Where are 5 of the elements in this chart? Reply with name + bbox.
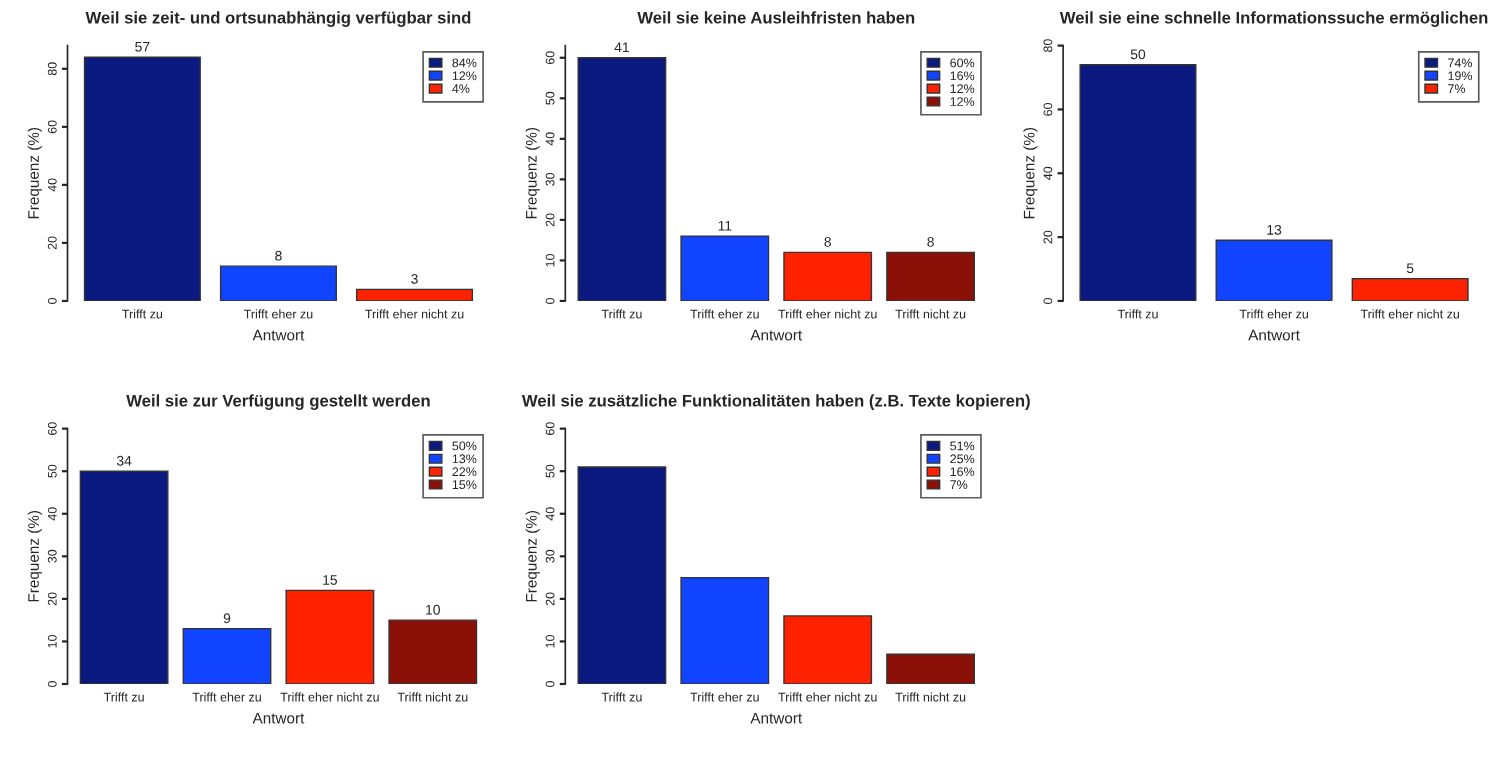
chart-title: Weil sie zur Verfügung gestellt werden <box>126 394 430 410</box>
chart-title: Weil sie keine Ausleihfristen haben <box>637 11 915 24</box>
chart-title: Weil sie eine schnelle Informationssuche ermöglichen <box>1059 11 1488 27</box>
chart-title: Weil sie zeit- und ortsunabhängig verfügbar sind <box>85 11 471 27</box>
chart-title: Weil sie zusätzliche Funktionalitäten haben (z.B. Texte kopieren) <box>521 394 1030 410</box>
